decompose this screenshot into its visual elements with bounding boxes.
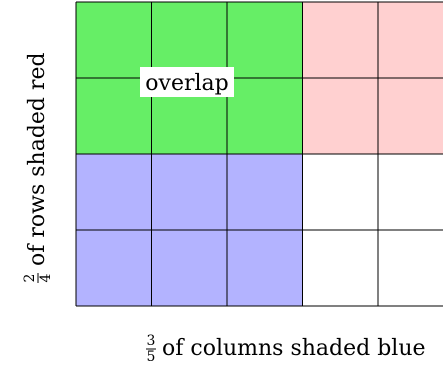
grid-cell-empty: [378, 230, 443, 306]
grid-cell-overlap: [76, 78, 152, 154]
grid-cell-blue: [227, 230, 303, 306]
grid-cell-blue: [76, 154, 152, 230]
grid-cell-empty: [378, 154, 443, 230]
grid-cell-blue: [151, 154, 227, 230]
overlap-label-background: [140, 67, 234, 97]
grid-cell-red: [378, 2, 443, 78]
x-fraction-numerator: 3: [147, 333, 156, 349]
grid-lines: [75, 1, 443, 307]
grid-cell-blue: [76, 230, 152, 306]
grid-cell-overlap: [227, 2, 303, 78]
y-fraction-denominator: 4: [38, 273, 54, 282]
grid-cells: [76, 2, 443, 306]
grid-cell-overlap: [227, 78, 303, 154]
overlap-label: overlap: [145, 71, 228, 96]
x-fraction-denominator: 5: [147, 349, 156, 365]
y-axis-text: of rows shaded red: [25, 52, 50, 266]
x-axis-label: 3 5 of columns shaded blue: [146, 333, 426, 365]
grid-cell-blue: [227, 154, 303, 230]
grid-cell-empty: [302, 230, 378, 306]
grid-cell-overlap: [76, 2, 152, 78]
y-axis-label: 2 4 of rows shaded red: [22, 52, 54, 283]
grid-cell-red: [302, 2, 378, 78]
grid-cell-blue: [151, 230, 227, 306]
y-fraction-numerator: 2: [22, 274, 38, 283]
grid-cell-red: [378, 78, 443, 154]
grid-cell-empty: [302, 154, 378, 230]
grid-cell-overlap: [151, 2, 227, 78]
x-axis-text: of columns shaded blue: [162, 336, 426, 361]
grid-cell-red: [302, 78, 378, 154]
